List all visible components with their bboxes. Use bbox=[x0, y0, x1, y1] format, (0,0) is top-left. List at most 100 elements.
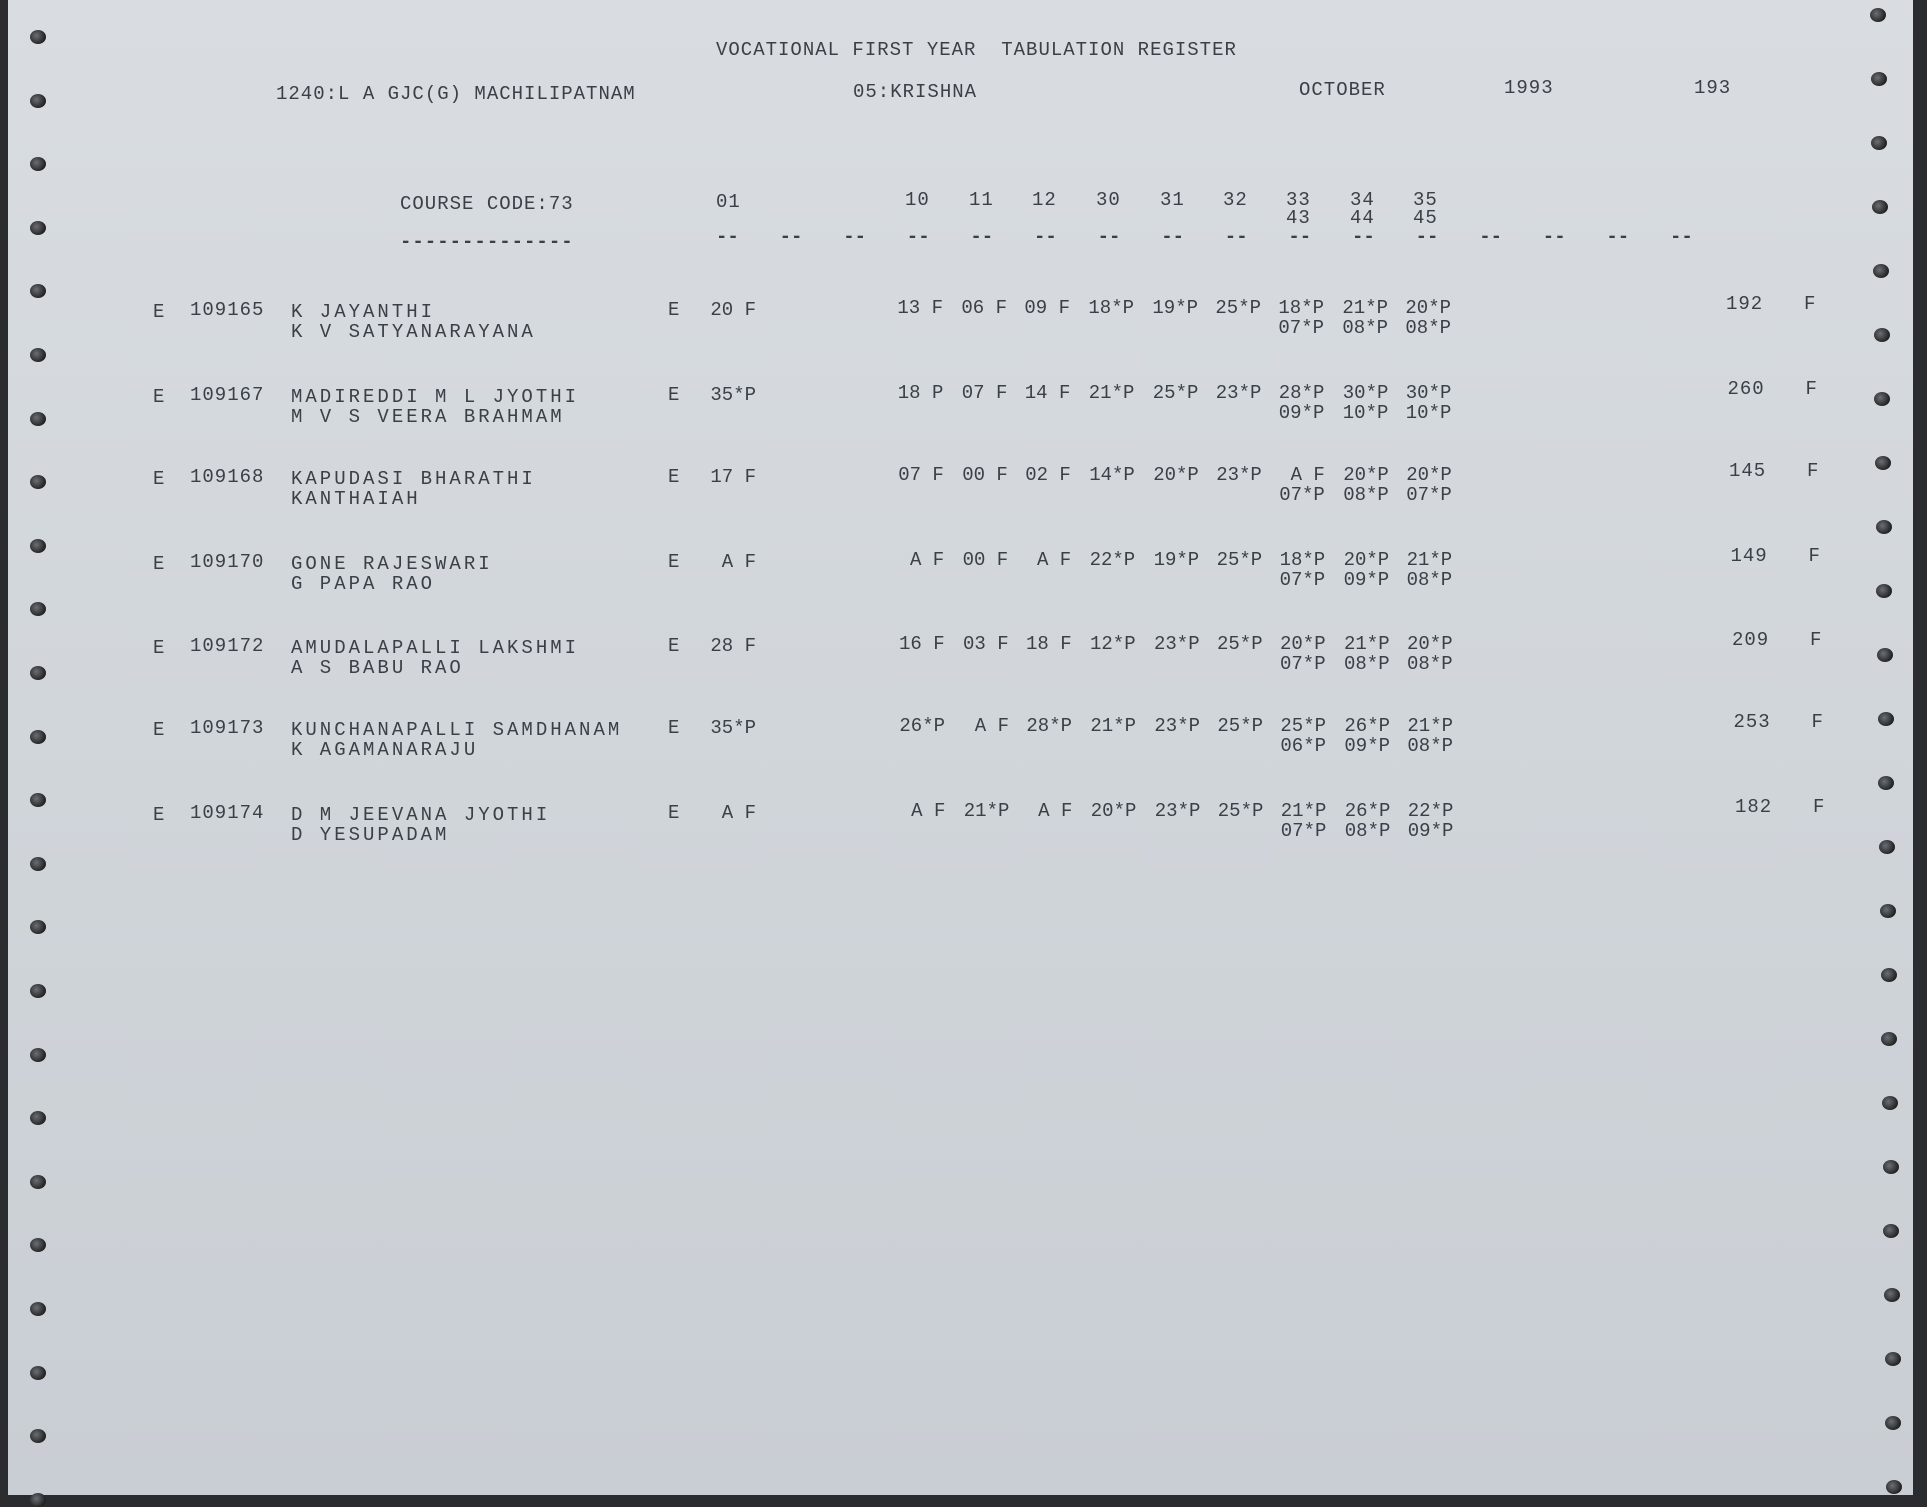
subject-mark: 25*P bbox=[1217, 715, 1263, 737]
column-heading: 10 bbox=[905, 189, 930, 211]
result: F bbox=[1807, 460, 1820, 482]
column-divider: -- bbox=[1352, 226, 1375, 248]
course-code: COURSE CODE:73 bbox=[400, 193, 574, 215]
subject-mark: 21*P bbox=[963, 800, 1010, 822]
result: F bbox=[1808, 545, 1821, 567]
subject-mark: A F bbox=[1290, 464, 1325, 486]
column-divider: -- bbox=[906, 226, 930, 248]
roll-number: 109165 bbox=[190, 299, 265, 321]
district: 05:KRISHNA bbox=[853, 81, 978, 103]
exam-code: E bbox=[668, 717, 681, 739]
result: F bbox=[1810, 629, 1823, 651]
candidate-category: E bbox=[153, 468, 166, 490]
column-heading: 33 bbox=[1286, 189, 1311, 211]
subject-mark: 23*P bbox=[1216, 464, 1262, 486]
subject-mark: 07 F bbox=[898, 464, 944, 486]
perforation-hole-icon bbox=[30, 1365, 46, 1380]
subject-mark: 25*P bbox=[1215, 297, 1261, 319]
mark-01: 35*P bbox=[710, 717, 756, 739]
mark-01: 20 F bbox=[710, 299, 756, 321]
column-heading: 34 bbox=[1350, 189, 1375, 211]
subject-mark: 23*P bbox=[1154, 800, 1201, 822]
column-divider: -- bbox=[1670, 226, 1693, 248]
perforation-hole-icon bbox=[1879, 904, 1896, 918]
roll-number: 109174 bbox=[190, 802, 265, 824]
subject-mark: 02 F bbox=[1025, 464, 1071, 486]
subject-mark-part2: 07*P bbox=[1279, 653, 1326, 675]
subject-mark: 18 F bbox=[1025, 633, 1072, 655]
subject-mark: 20*P bbox=[1406, 633, 1453, 655]
subject-mark: 13 F bbox=[897, 297, 943, 319]
subject-mark: 00 F bbox=[962, 549, 1009, 571]
subject-mark: 20*P bbox=[1153, 464, 1199, 486]
perforation-hole-icon bbox=[30, 411, 46, 426]
exam-code: E bbox=[668, 551, 681, 573]
subject-mark-part2: 09*P bbox=[1343, 569, 1390, 591]
subject-mark: 25*P bbox=[1216, 633, 1263, 655]
mark-01: 28 F bbox=[710, 635, 756, 657]
roll-number: 109172 bbox=[190, 635, 265, 657]
subject-mark: 20*P bbox=[1343, 549, 1390, 571]
column-divider: -- bbox=[1542, 226, 1566, 248]
exam-code: E bbox=[668, 384, 681, 406]
column-divider: -- bbox=[1224, 226, 1248, 248]
subject-mark: 20*P bbox=[1406, 464, 1452, 486]
perforation-hole-icon bbox=[1885, 1416, 1902, 1430]
perforation-hole-icon bbox=[30, 666, 46, 680]
subject-mark-part2: 10*P bbox=[1342, 402, 1389, 424]
parent-name: G PAPA RAO bbox=[291, 573, 436, 595]
perforation-hole-icon bbox=[30, 984, 46, 998]
subject-mark: 30*P bbox=[1342, 382, 1389, 404]
column-heading: 11 bbox=[969, 189, 994, 211]
perforation-hole-icon bbox=[1881, 1032, 1898, 1046]
total-marks: 260 bbox=[1727, 378, 1765, 400]
subject-mark: 20*P bbox=[1405, 297, 1451, 319]
tabulation-register-sheet: VOCATIONAL FIRST YEAR TABULATION REGISTE… bbox=[8, 0, 1913, 1507]
perforation-hole-icon bbox=[1874, 392, 1891, 406]
total-marks: 192 bbox=[1726, 293, 1764, 315]
subject-mark-part2: 08*P bbox=[1344, 820, 1391, 842]
subject-mark: 25*P bbox=[1280, 715, 1326, 737]
column-heading: 12 bbox=[1032, 189, 1057, 211]
subject-mark: 21*P bbox=[1343, 633, 1390, 655]
subject-mark: 00 F bbox=[962, 464, 1008, 486]
perforation-hole-icon bbox=[30, 920, 46, 935]
subject-mark: 30*P bbox=[1405, 382, 1452, 404]
column-heading-line2: 45 bbox=[1413, 207, 1438, 229]
subject-mark: 14 F bbox=[1024, 382, 1071, 404]
subject-mark: 18*P bbox=[1278, 297, 1324, 319]
perforation-hole-icon bbox=[30, 220, 46, 235]
subject-mark-part2: 09*P bbox=[1407, 820, 1454, 842]
result: F bbox=[1813, 796, 1826, 818]
perforation-hole-icon bbox=[1881, 1096, 1898, 1110]
perforation-hole-icon bbox=[1879, 840, 1896, 854]
perforation-hole-icon bbox=[30, 475, 46, 490]
candidate-name: AMUDALAPALLI LAKSHMI bbox=[291, 637, 580, 659]
perforation-hole-icon bbox=[1870, 72, 1887, 86]
subject-mark: 23*P bbox=[1153, 633, 1200, 655]
column-divider: -- bbox=[1161, 226, 1184, 248]
result: F bbox=[1805, 378, 1818, 400]
subject-mark: 21*P bbox=[1280, 800, 1327, 822]
perforation-hole-icon bbox=[1873, 328, 1890, 342]
perforation-hole-icon bbox=[30, 284, 46, 299]
exam-month: OCTOBER bbox=[1299, 79, 1386, 101]
perforation-hole-icon bbox=[1872, 264, 1889, 278]
perforation-hole-icon bbox=[1882, 1160, 1899, 1174]
subject-mark: 19*P bbox=[1152, 297, 1198, 319]
roll-number: 109168 bbox=[190, 466, 265, 488]
subject-mark: 21*P bbox=[1406, 549, 1453, 571]
mark-01: 17 F bbox=[710, 466, 756, 488]
parent-name: KANTHAIAH bbox=[291, 488, 421, 510]
candidate-category: E bbox=[153, 804, 166, 826]
perforation-hole-icon bbox=[30, 856, 46, 871]
candidate-name: KUNCHANAPALLI SAMDHANAM bbox=[291, 719, 623, 741]
subject-mark-part2: 07*P bbox=[1280, 820, 1327, 842]
subject-mark: A F bbox=[1036, 549, 1072, 571]
subject-mark: A F bbox=[974, 715, 1009, 737]
subject-mark-part2: 08*P bbox=[1343, 484, 1389, 506]
roll-number: 109167 bbox=[190, 384, 265, 406]
column-divider: -- bbox=[779, 226, 803, 248]
subject-mark: 18*P bbox=[1088, 297, 1134, 319]
subject-mark: 03 F bbox=[962, 633, 1009, 655]
